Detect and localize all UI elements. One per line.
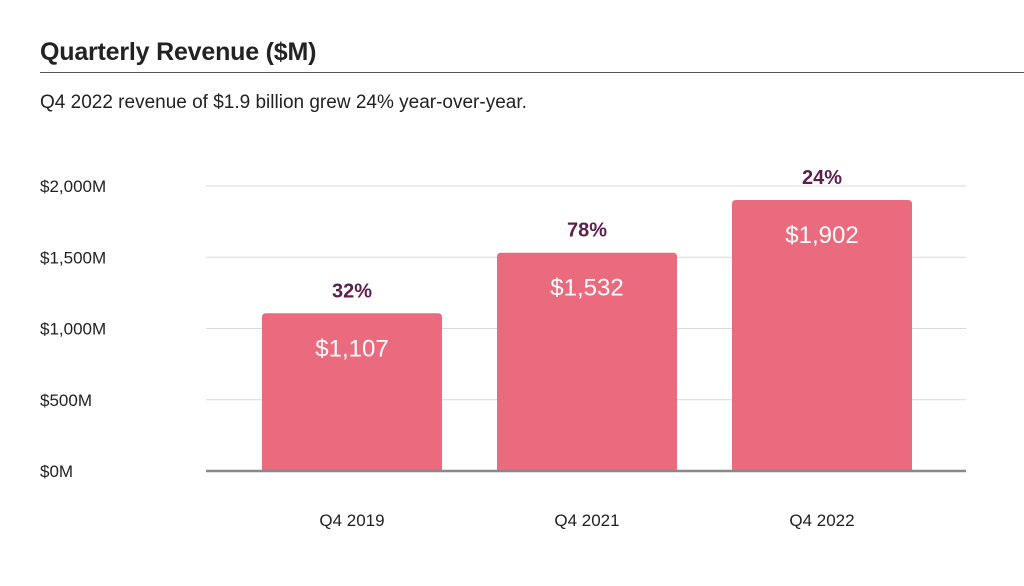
y-tick-label: $0M bbox=[40, 462, 73, 481]
x-category-label: Q4 2019 bbox=[319, 511, 384, 530]
x-category-label: Q4 2021 bbox=[554, 511, 619, 530]
growth-labels: 32% 78% 24% bbox=[332, 167, 842, 302]
growth-label: 24% bbox=[802, 167, 842, 189]
bar-value-labels: $1,107 $1,532 $1,902 bbox=[315, 222, 858, 362]
bar bbox=[732, 199, 912, 471]
bar-value-label: $1,532 bbox=[550, 275, 623, 302]
y-axis-tick-labels: $0M $500M $1,000M $1,500M $2,000M bbox=[40, 177, 106, 481]
y-tick-label: $500M bbox=[40, 391, 92, 410]
x-category-label: Q4 2022 bbox=[789, 511, 854, 530]
y-tick-label: $1,500M bbox=[40, 248, 106, 267]
page-title: Quarterly Revenue ($M) bbox=[40, 38, 317, 66]
bar-value-label: $1,902 bbox=[785, 222, 858, 249]
title-divider bbox=[40, 72, 1024, 73]
x-axis-category-labels: Q4 2019 Q4 2021 Q4 2022 bbox=[319, 511, 854, 530]
bars bbox=[262, 199, 912, 471]
bar bbox=[497, 252, 677, 471]
growth-label: 32% bbox=[332, 280, 372, 302]
bar-value-label: $1,107 bbox=[315, 335, 388, 362]
y-tick-label: $1,000M bbox=[40, 320, 106, 339]
page-subtitle: Q4 2022 revenue of $1.9 billion grew 24%… bbox=[40, 92, 527, 113]
y-tick-label: $2,000M bbox=[40, 177, 106, 196]
bar bbox=[262, 313, 442, 471]
growth-label: 78% bbox=[567, 220, 607, 242]
